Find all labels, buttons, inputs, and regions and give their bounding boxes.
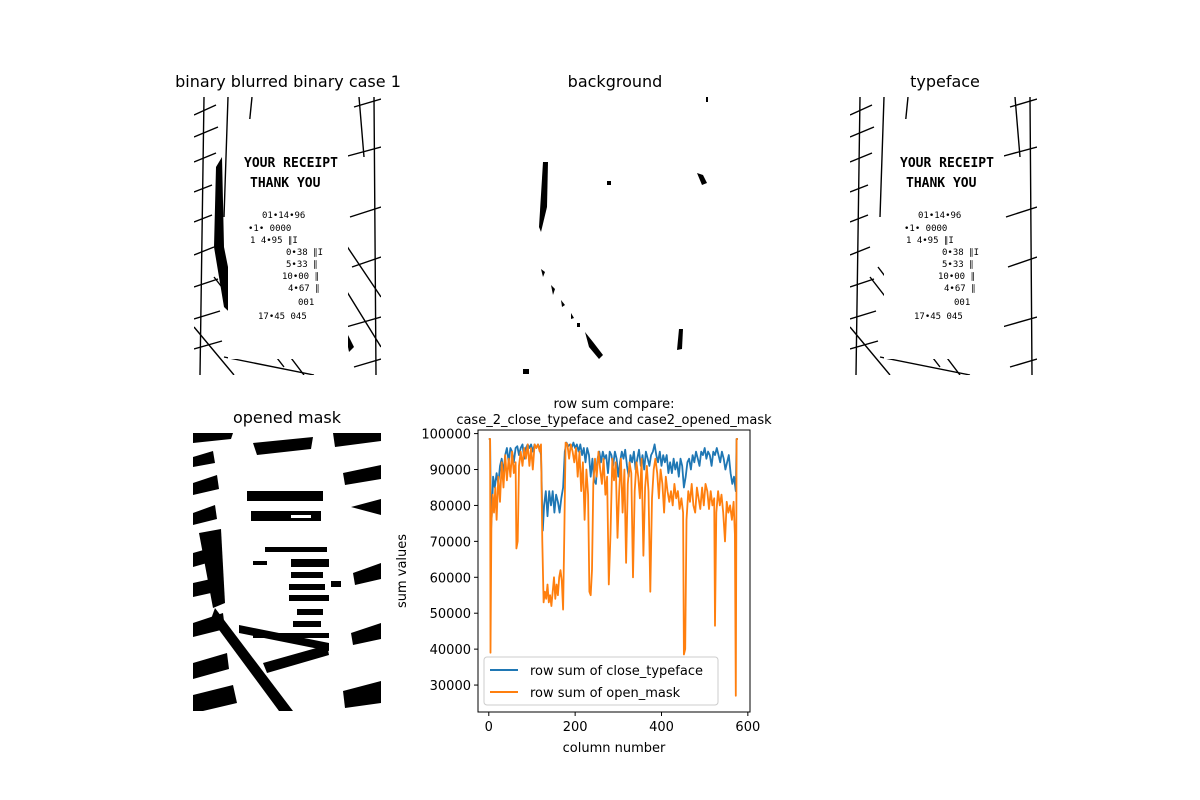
x-tick-label: 400 [649, 720, 674, 735]
y-tick-label: 40000 [430, 643, 471, 658]
typeface-row-6: 10•00 ∥ [938, 272, 975, 282]
receipt-line-1: YOUR RECEIPT [244, 156, 338, 171]
y-tick-label: 90000 [430, 464, 471, 479]
receipt-paper [228, 119, 348, 359]
panel-title-binary-blurred: binary blurred binary case 1 [175, 72, 401, 91]
y-tick-label: 80000 [430, 499, 471, 514]
chart-title-line-1: row sum compare: [553, 397, 674, 412]
receipt-row-4: 0•38 ∥I [286, 248, 323, 258]
receipt-line-2: THANK YOU [250, 176, 321, 191]
typeface-row-9: 17•45 045 [914, 312, 963, 322]
receipt-row-9: 17•45 045 [258, 312, 307, 322]
y-tick-label: 70000 [430, 535, 471, 550]
typeface-paper [884, 119, 1004, 359]
typeface-line-2: THANK YOU [906, 176, 977, 191]
chart-xlabel: column number [563, 741, 666, 756]
receipt-row-5: 5•33 ∥ [286, 260, 318, 270]
typeface-row-3: 1 4•95 ∥I [906, 236, 954, 246]
typeface-row-8: 001 [954, 298, 970, 308]
x-tick-label: 600 [735, 720, 760, 735]
receipt-row-3: 1 4•95 ∥I [250, 236, 298, 246]
typeface-line-1: YOUR RECEIPT [900, 156, 994, 171]
panel-title-opened-mask: opened mask [232, 408, 341, 427]
x-tick-label: 200 [563, 720, 588, 735]
legend-label-close-typeface: row sum of close_typeface [530, 664, 703, 679]
chart-title-line-2: case_2_close_typeface and case2_opened_m… [456, 413, 772, 428]
typeface-row-4: 0•38 ∥I [942, 248, 979, 258]
typeface-image: YOUR RECEIPT THANK YOU 01•14•96 •1• 0000… [850, 97, 1037, 375]
typeface-row-5: 5•33 ∥ [942, 260, 974, 270]
typeface-row-1: 01•14•96 [918, 211, 961, 221]
legend-box [483, 656, 719, 706]
panel-title-background: background [567, 72, 663, 91]
mask-blocks [193, 433, 381, 711]
legend-label-open-mask: row sum of open_mask [530, 686, 681, 701]
receipt-row-8: 001 [298, 298, 314, 308]
y-tick-label: 60000 [430, 571, 471, 586]
background-blobs [523, 97, 708, 374]
y-tick-label: 30000 [430, 679, 471, 694]
receipt-row-2: •1• 0000 [248, 224, 291, 234]
chart-legend: row sum of close_typeface row sum of ope… [483, 656, 719, 706]
receipt-row-1: 01•14•96 [262, 211, 305, 221]
chart-ylabel: sum values [395, 534, 410, 608]
y-tick-label: 100000 [421, 428, 471, 443]
chart-axes-frame [477, 429, 751, 713]
series-line-open-mask [488, 438, 738, 697]
y-tick-label: 50000 [430, 607, 471, 622]
opened-mask-image [193, 433, 381, 711]
binary-blurred-image: YOUR RECEIPT THANK YOU 01•14•96 •1• 0000… [194, 97, 381, 375]
typeface-row-7: 4•67 ∥ [944, 284, 976, 294]
panel-title-typeface: typeface [910, 72, 980, 91]
receipt-row-6: 10•00 ∥ [282, 272, 319, 282]
x-tick-label: 0 [485, 720, 493, 735]
receipt-row-7: 4•67 ∥ [288, 284, 320, 294]
background-image [521, 97, 708, 375]
typeface-row-2: •1• 0000 [904, 224, 947, 234]
